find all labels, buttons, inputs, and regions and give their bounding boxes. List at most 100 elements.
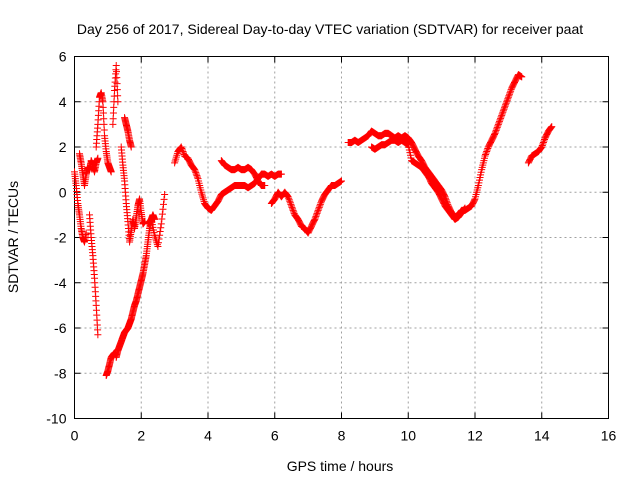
data-point (285, 194, 293, 202)
data-point (461, 204, 469, 212)
data-point (499, 107, 507, 115)
data-point (481, 152, 489, 160)
grid-lines (74, 56, 609, 419)
x-tick-label: 10 (400, 428, 416, 444)
x-axis-label: GPS time / hours (287, 458, 394, 474)
data-point (191, 166, 199, 174)
data-point (158, 210, 166, 218)
data-point (82, 229, 90, 237)
data-point (495, 119, 503, 127)
x-tick-label: 12 (467, 428, 483, 444)
data-point (507, 87, 515, 95)
data-point (113, 68, 120, 76)
data-point (190, 164, 198, 172)
data-point (158, 215, 166, 223)
data-point (315, 205, 323, 213)
data-point (311, 215, 319, 223)
data-point (316, 200, 324, 208)
data-point (312, 211, 320, 219)
data-point (494, 120, 502, 128)
data-point (287, 200, 295, 208)
data-point (505, 90, 513, 98)
data-point (501, 102, 509, 110)
y-tick-label: -4 (54, 275, 67, 291)
data-point (497, 113, 505, 121)
data-point (538, 141, 546, 149)
data-point (500, 105, 508, 113)
data-point (498, 110, 506, 118)
data-point (482, 151, 490, 159)
data-point (127, 143, 135, 151)
data-point (94, 154, 102, 162)
data-point (338, 177, 345, 185)
data-point (113, 86, 121, 94)
data-point (288, 203, 296, 211)
data-point (499, 108, 507, 116)
data-point (491, 129, 499, 137)
data-point (316, 202, 324, 210)
data-point (503, 98, 511, 106)
data-point (192, 169, 200, 177)
data-point (518, 73, 526, 81)
data-point (154, 243, 162, 251)
data-point (548, 123, 556, 131)
data-point (193, 173, 201, 181)
data-point (460, 206, 468, 214)
data-point (285, 196, 293, 204)
data-point (177, 143, 185, 151)
data-point (154, 239, 162, 247)
data-point (492, 128, 500, 136)
data-point (161, 191, 169, 199)
data-point (160, 195, 168, 203)
chart-title: Day 256 of 2017, Sidereal Day-to-day VTE… (77, 21, 583, 37)
data-point (537, 145, 545, 153)
data-point (146, 217, 154, 225)
data-point (506, 89, 514, 97)
data-point (313, 209, 321, 217)
data-point (538, 143, 546, 151)
data-point (156, 227, 164, 235)
data-point (312, 212, 320, 220)
data-point (482, 149, 490, 157)
plot-frame (74, 56, 609, 419)
data-point (505, 92, 513, 100)
data-point (493, 125, 501, 133)
data-point (286, 197, 294, 205)
y-tick-label: -10 (46, 411, 66, 427)
y-tick-label: 0 (59, 184, 67, 200)
data-point (157, 220, 165, 228)
y-tick-label: -2 (54, 230, 67, 246)
x-tick-labels: 0 2 4 6 8 10 12 14 16 (71, 428, 617, 444)
data-point (547, 123, 555, 131)
x-tick-label: 16 (601, 428, 617, 444)
data-point (112, 62, 120, 70)
data-point (311, 214, 319, 222)
data-point (113, 80, 121, 88)
data-point (314, 206, 322, 214)
data-point (261, 181, 269, 189)
data-point (286, 199, 294, 207)
data-point (179, 148, 187, 156)
data-point (180, 149, 188, 157)
data-point (287, 202, 295, 210)
y-tick-label: 4 (59, 94, 67, 110)
data-point (483, 148, 491, 156)
data-point (460, 205, 468, 213)
y-tick-label: -6 (54, 320, 67, 336)
data-point (496, 116, 504, 124)
data-point (547, 124, 555, 132)
data-point (114, 98, 122, 106)
data-point (113, 74, 121, 82)
y-tick-label: -8 (54, 365, 67, 381)
data-point (315, 203, 323, 211)
x-tick-label: 14 (534, 428, 550, 444)
x-tick-label: 6 (271, 428, 279, 444)
data-point (539, 138, 547, 146)
data-point (283, 191, 291, 199)
data-point (290, 208, 298, 216)
data-point (500, 104, 508, 112)
data-point (539, 140, 547, 148)
data-point (192, 170, 200, 178)
data-point (502, 99, 510, 107)
